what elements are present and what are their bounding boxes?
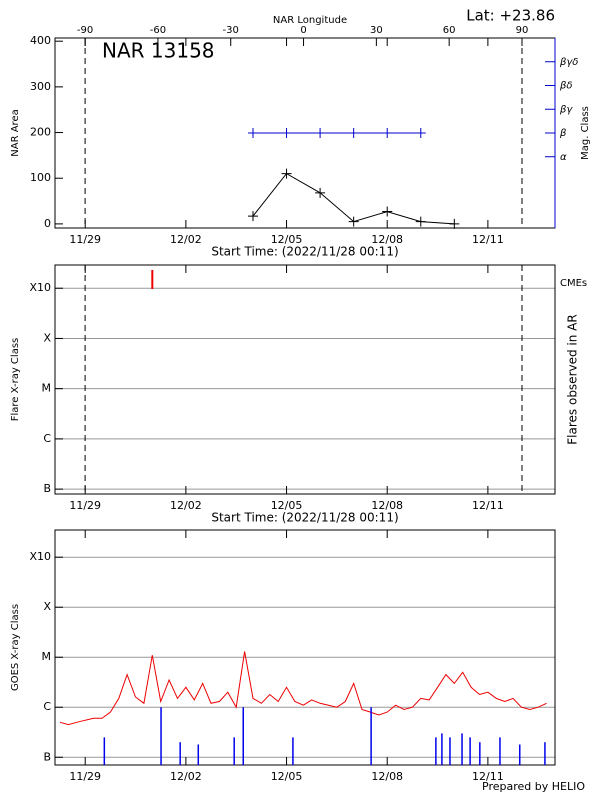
y2-tick-label: βγ xyxy=(559,104,573,115)
point-marker xyxy=(382,128,393,138)
x-tick-label: 12/08 xyxy=(371,770,403,783)
point-marker xyxy=(449,218,460,229)
y-tick-label: X10 xyxy=(29,550,51,563)
x-axis-label: Start Time: (2022/11/28 00:11) xyxy=(211,511,398,525)
x-tick-label: 12/05 xyxy=(271,233,303,246)
footer: Prepared by HELIO xyxy=(482,780,585,793)
y2-tick-label: βγδ xyxy=(559,57,578,68)
x-tick-label: 11/29 xyxy=(69,499,101,512)
x2-tick-label: -30 xyxy=(223,25,239,36)
point-marker xyxy=(315,128,326,138)
series-line xyxy=(252,172,455,225)
x2-tick-label: -90 xyxy=(77,25,93,36)
y-tick-label: B xyxy=(43,482,51,495)
y-tick-label: X xyxy=(43,600,51,613)
panel-title: NAR 13158 xyxy=(102,39,215,63)
point-marker xyxy=(415,128,426,138)
y-tick-label: 0 xyxy=(44,217,51,230)
x2-tick-label: -60 xyxy=(150,25,166,36)
y-tick-label: 300 xyxy=(30,80,51,93)
y2-axis-label: Flares observed in AR xyxy=(566,314,580,444)
y-tick-label: B xyxy=(43,750,51,763)
x-tick-label: 12/02 xyxy=(170,233,202,246)
series-line xyxy=(59,651,547,726)
x-tick-label: 12/08 xyxy=(371,499,403,512)
x2-tick-label: 60 xyxy=(443,25,456,36)
plot-frame xyxy=(54,264,556,495)
x-tick-label: 12/11 xyxy=(472,499,504,512)
y-tick-label: 400 xyxy=(30,34,51,47)
y-tick-label: C xyxy=(43,700,51,713)
x-tick-label: 12/11 xyxy=(472,233,504,246)
y2-axis-label: Mag. Class xyxy=(580,106,591,160)
x-tick-label: 12/08 xyxy=(371,233,403,246)
x-tick-label: 12/02 xyxy=(170,770,202,783)
legend-label: CMEs xyxy=(560,278,587,289)
point-marker xyxy=(382,206,393,217)
y2-tick-label: βδ xyxy=(559,81,573,92)
y-axis-label: NAR Area xyxy=(10,109,21,156)
y-tick-label: X xyxy=(43,331,51,344)
x2-tick-label: 90 xyxy=(516,25,529,36)
point-marker xyxy=(247,128,258,138)
point-marker xyxy=(315,187,326,198)
y-tick-label: M xyxy=(42,650,52,663)
x2-tick-label: 0 xyxy=(300,25,306,36)
y-tick-label: M xyxy=(42,382,52,395)
y-tick-label: C xyxy=(43,432,51,445)
x-tick-label: 11/29 xyxy=(69,770,101,783)
x-tick-label: 11/29 xyxy=(69,233,101,246)
y-tick-label: 100 xyxy=(30,171,51,184)
x-tick-label: 12/11 xyxy=(472,770,504,783)
x2-axis-label: NAR Longitude xyxy=(273,15,347,26)
y-axis-label: GOES X-ray Class xyxy=(10,604,21,691)
x2-tick-label: 30 xyxy=(370,25,383,36)
x-tick-label: 12/05 xyxy=(271,499,303,512)
x-tick-label: 12/05 xyxy=(271,770,303,783)
latitude: Lat: +23.86 xyxy=(466,7,555,25)
point-marker xyxy=(348,128,359,138)
y2-tick-label: β xyxy=(559,128,567,139)
x-axis-label: Start Time: (2022/11/28 00:11) xyxy=(211,245,398,259)
y-tick-label: X10 xyxy=(29,281,51,294)
point-marker xyxy=(348,216,359,227)
y2-tick-label: α xyxy=(560,152,567,163)
y-tick-label: 200 xyxy=(30,126,51,139)
point-marker xyxy=(281,128,292,138)
x-tick-label: 12/02 xyxy=(170,499,202,512)
point-marker xyxy=(415,216,426,227)
plot-frame xyxy=(54,529,556,766)
point-marker xyxy=(247,211,258,222)
y-axis-label: Flare X-ray Class xyxy=(10,338,21,422)
point-marker xyxy=(281,168,292,179)
